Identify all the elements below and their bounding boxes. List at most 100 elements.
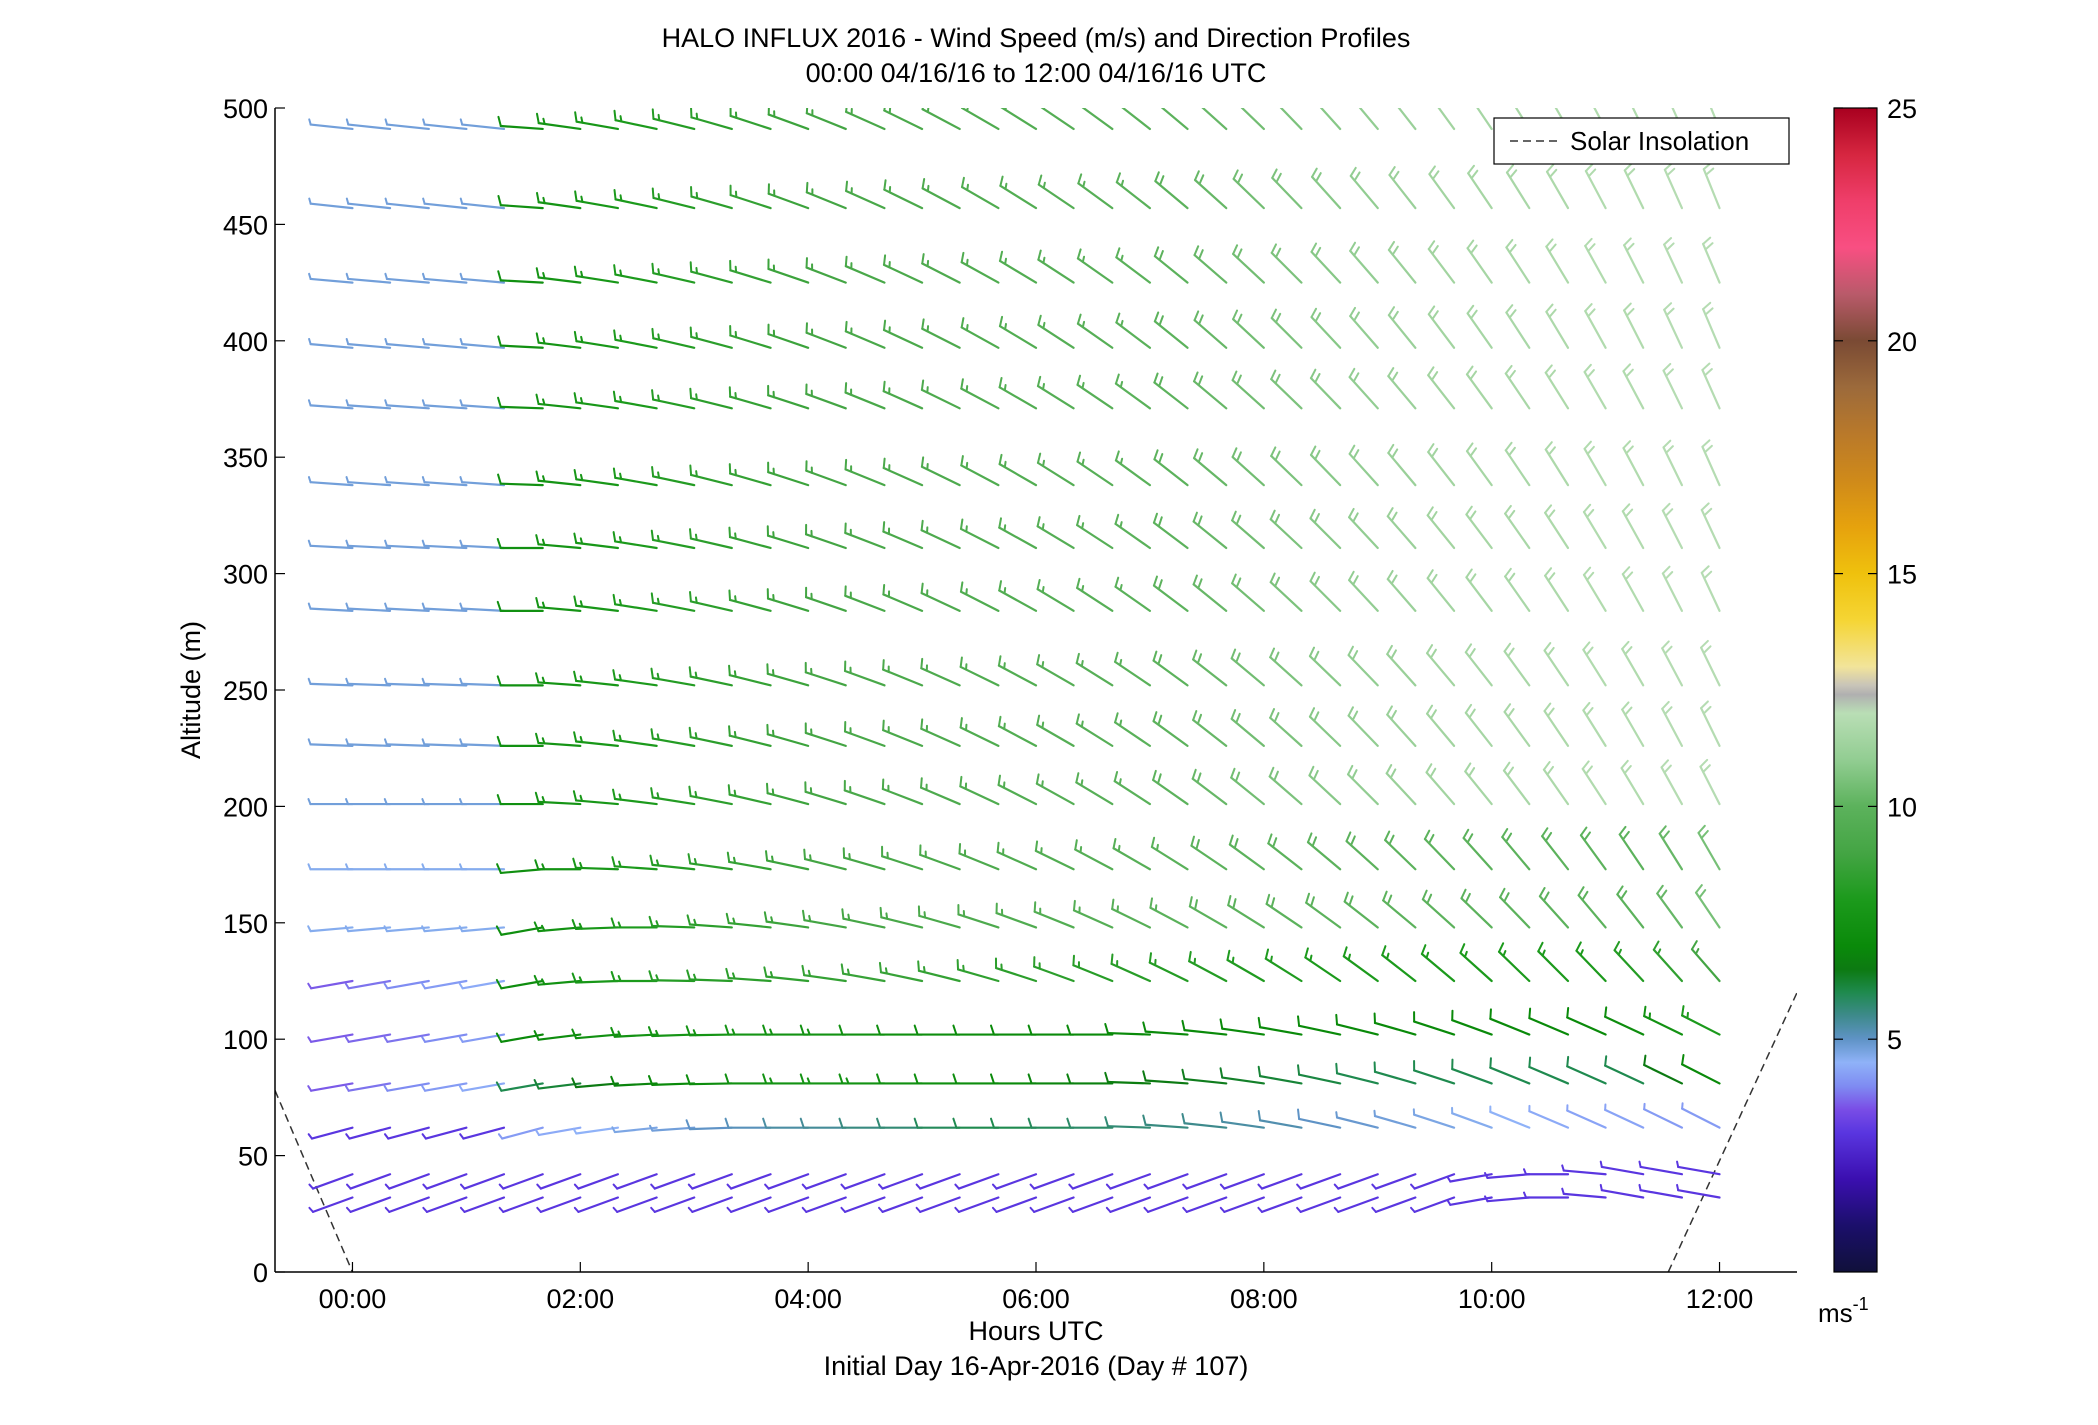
- barb-feather: [958, 843, 962, 855]
- barb-feather: [841, 908, 845, 920]
- barb-staff: [1071, 1173, 1114, 1190]
- wind-barb: [497, 194, 544, 210]
- barb-feather: [1465, 568, 1473, 579]
- barb-staff: [1146, 1196, 1189, 1213]
- wind-barb: [1310, 307, 1342, 349]
- barb-feather: [1158, 453, 1164, 464]
- barb-feather: [1538, 886, 1546, 898]
- barb-half-feather: [734, 392, 737, 400]
- barb-feather: [1231, 370, 1238, 382]
- wind-barb: [574, 111, 620, 131]
- wind-barb: [1621, 566, 1645, 612]
- x-axis-label-day: Initial Day 16-Apr-2016 (Day # 107): [824, 1351, 1249, 1381]
- barb-staff: [1144, 1123, 1189, 1129]
- wind-barb: [1676, 1183, 1721, 1199]
- barb-feather: [1345, 831, 1352, 843]
- x-axis-label: Hours UTC: [968, 1316, 1103, 1346]
- wind-barb: [1523, 1191, 1570, 1199]
- wind-barb: [422, 1173, 468, 1190]
- barb-half-feather: [878, 1206, 884, 1213]
- wind-barb: [1566, 1104, 1607, 1129]
- barb-half-feather: [1119, 380, 1124, 389]
- barb-feather: [883, 108, 886, 112]
- barb-feather: [1348, 507, 1355, 519]
- barb-staff: [309, 743, 354, 747]
- wind-barb: [1114, 576, 1152, 612]
- barb-half-feather: [459, 118, 464, 126]
- barb-feather: [1314, 449, 1321, 461]
- barb-feather: [999, 175, 1004, 187]
- barb-staff: [1144, 1079, 1189, 1085]
- wind-barb: [1428, 165, 1456, 210]
- barb-feather: [1268, 766, 1275, 778]
- barb-feather: [1353, 246, 1360, 257]
- barb-feather: [1236, 313, 1243, 325]
- barb-staff: [1297, 1073, 1342, 1085]
- wind-barb: [1700, 639, 1721, 687]
- barb-feather: [572, 790, 578, 802]
- wind-barb: [1662, 439, 1684, 487]
- barb-feather: [1662, 362, 1672, 372]
- wind-barb: [729, 325, 772, 349]
- barb-feather: [610, 917, 616, 929]
- barb-feather: [1272, 837, 1278, 849]
- barb-feather: [1666, 167, 1676, 177]
- colorbar-tick-label: 25: [1887, 94, 1917, 124]
- barb-half-feather: [693, 918, 697, 926]
- wind-barb: [1446, 1196, 1493, 1206]
- wind-barb: [1191, 768, 1228, 806]
- barb-feather: [1661, 565, 1671, 575]
- barb-feather: [1274, 450, 1281, 462]
- barb-feather: [1194, 899, 1198, 911]
- barb-staff: [1071, 1196, 1114, 1213]
- barb-half-feather: [734, 468, 737, 477]
- wind-barb: [881, 845, 924, 871]
- barb-feather: [1111, 898, 1115, 911]
- barb-feather: [495, 978, 503, 990]
- barb-staff: [919, 1196, 961, 1213]
- barb-half-feather: [345, 1133, 351, 1140]
- barb-feather: [728, 725, 731, 737]
- barb-half-feather: [384, 272, 388, 280]
- barb-feather: [1704, 307, 1714, 316]
- barb-feather: [1153, 372, 1159, 384]
- barb-feather: [1431, 245, 1439, 255]
- barb-feather: [685, 1025, 691, 1037]
- barb-feather: [1027, 1024, 1033, 1036]
- wind-barb: [1348, 367, 1379, 410]
- wind-barb: [1296, 1173, 1342, 1190]
- barb-feather: [1623, 162, 1633, 172]
- barb-feather: [1466, 833, 1474, 844]
- wind-barb: [345, 738, 392, 747]
- wind-barb: [1504, 441, 1531, 487]
- wind-barb: [536, 191, 582, 210]
- wind-barb: [689, 261, 733, 284]
- barb-feather: [1348, 367, 1356, 379]
- wind-barb: [1622, 440, 1645, 487]
- wind-barb: [1544, 364, 1570, 410]
- wind-barb: [960, 317, 1000, 349]
- wind-barb: [920, 379, 961, 410]
- wind-barb: [571, 1028, 620, 1040]
- wind-barb: [1036, 375, 1075, 410]
- wind-barb: [1036, 516, 1075, 550]
- wind-barb: [838, 1073, 886, 1085]
- barb-half-feather: [1371, 1206, 1377, 1213]
- wind-barb: [1661, 565, 1684, 612]
- wind-barb: [1142, 1070, 1189, 1085]
- barb-half-feather: [954, 1183, 960, 1190]
- wind-barb: [1425, 763, 1456, 806]
- barb-staff: [1109, 1196, 1152, 1213]
- wind-barb: [1040, 108, 1075, 131]
- barb-staff: [691, 1196, 733, 1213]
- barb-feather: [1269, 572, 1276, 584]
- wind-barb: [459, 1173, 506, 1190]
- barb-feather: [1652, 940, 1660, 951]
- barb-feather: [1585, 707, 1594, 717]
- barb-feather: [1257, 1065, 1262, 1078]
- wind-barb: [1335, 1013, 1379, 1036]
- wind-barb: [1661, 700, 1684, 747]
- barb-feather: [534, 859, 540, 871]
- wind-barb: [1343, 891, 1379, 929]
- barb-staff: [423, 544, 468, 550]
